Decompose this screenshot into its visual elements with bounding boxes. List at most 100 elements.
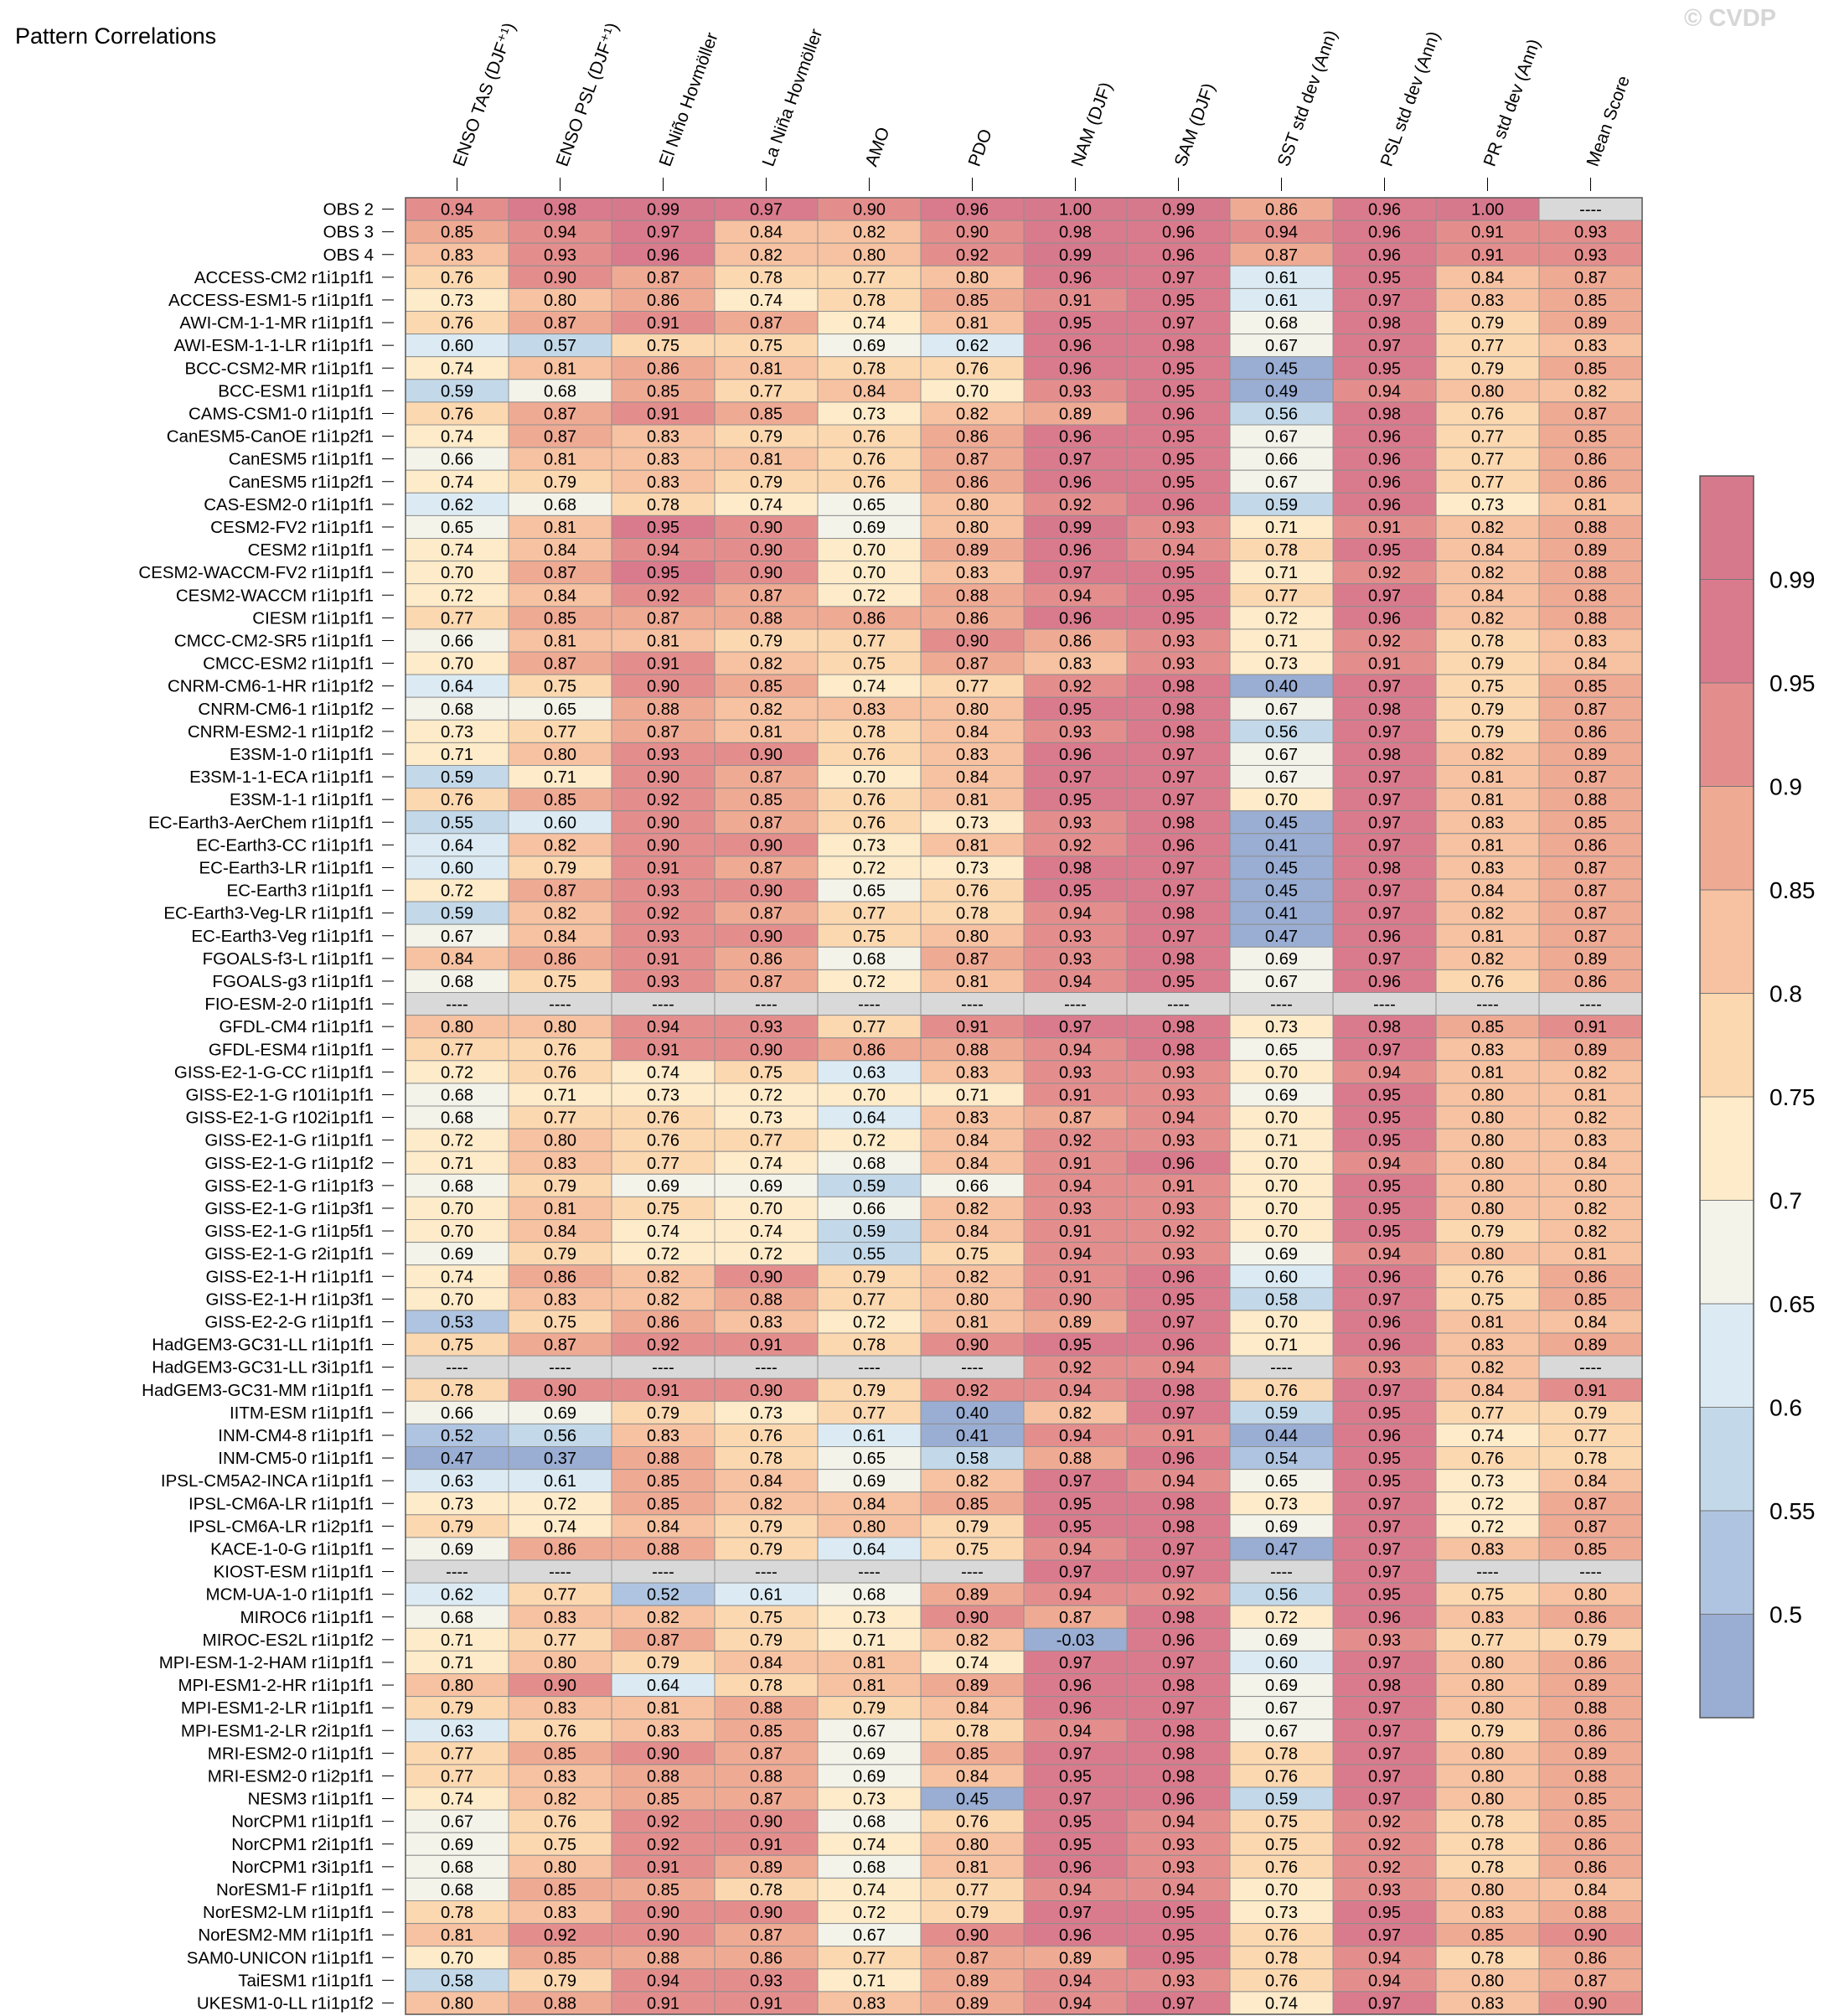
heatmap-cell	[508, 220, 612, 244]
cell-value: 0.84	[1574, 655, 1607, 674]
cell-value: 0.75	[544, 1313, 576, 1331]
heatmap-cell	[1435, 1605, 1540, 1629]
heatmap-cell	[817, 401, 922, 426]
heatmap-cell	[714, 946, 819, 970]
row-label: GFDL-CM4 r1i1p1f1	[219, 1017, 374, 1036]
cell-value: 0.95	[1162, 1290, 1195, 1309]
row-label: NorESM1-F r1i1p1f1	[216, 1880, 374, 1900]
cell-value: 0.89	[956, 541, 989, 560]
heatmap-cell	[611, 469, 716, 494]
cell-value: 0.70	[853, 1086, 886, 1104]
heatmap-cell	[611, 311, 716, 335]
cell-value: 0.92	[1368, 1836, 1401, 1854]
heatmap-cell	[508, 1559, 612, 1584]
cell-value: 0.81	[1574, 1245, 1607, 1264]
cell-value: 0.74	[853, 1881, 886, 1900]
cell-value: 0.82	[1471, 905, 1504, 923]
cell-value: 0.82	[1471, 609, 1504, 628]
heatmap-cell	[1435, 969, 1540, 994]
cell-value: 0.89	[1059, 1949, 1092, 1967]
heatmap-cell	[1435, 856, 1540, 880]
cell-value: 0.82	[750, 700, 783, 719]
cell-value: 0.92	[647, 791, 679, 809]
row-label: E3SM-1-1 r1i1p1f1	[230, 790, 374, 809]
cell-value: 0.75	[544, 1836, 576, 1854]
cell-value: 0.84	[1574, 1155, 1607, 1173]
heatmap-cell	[1538, 1060, 1643, 1084]
cell-value: 0.94	[647, 541, 679, 560]
cell-value: 0.96	[1059, 541, 1092, 560]
cell-value: 0.87	[544, 405, 576, 423]
cell-value: 0.72	[441, 882, 473, 901]
colorbar-tick-label: 0.95	[1769, 670, 1816, 696]
cell-value: 0.95	[1368, 359, 1401, 378]
heatmap-cell	[1229, 265, 1334, 289]
heatmap-cell	[405, 969, 509, 994]
heatmap-cell	[611, 992, 716, 1016]
cell-value: 0.97	[1368, 1994, 1401, 2013]
heatmap-cell	[817, 1514, 922, 1538]
cell-value: 0.85	[750, 678, 783, 696]
cell-value: 0.97	[1162, 791, 1195, 809]
heatmap-cell	[714, 1446, 819, 1471]
column-label: Mean Score	[1583, 73, 1634, 168]
cell-value: 0.91	[1574, 1018, 1607, 1036]
cell-value: 0.81	[544, 1200, 576, 1218]
cell-value: 0.93	[750, 1972, 783, 1990]
heatmap-cell	[1126, 1741, 1231, 1765]
heatmap-cell	[714, 1150, 819, 1175]
cell-value: 0.96	[1368, 428, 1401, 447]
heatmap-cell	[714, 1400, 819, 1424]
heatmap-cell	[611, 946, 716, 970]
cell-value: 0.95	[1162, 473, 1195, 492]
heatmap-cell	[920, 424, 1025, 448]
cell-value: 0.93	[544, 246, 576, 265]
heatmap-cell	[817, 561, 922, 585]
cell-value: 0.60	[441, 859, 473, 877]
cell-value: 0.95	[1368, 1450, 1401, 1468]
cell-value: 0.83	[544, 1155, 576, 1173]
heatmap-cell	[1435, 1673, 1540, 1698]
cell-value: 0.73	[441, 1495, 473, 1513]
heatmap-cell	[1538, 1287, 1643, 1311]
cell-value: 0.87	[1059, 1109, 1092, 1128]
cell-value: 0.62	[441, 1586, 473, 1605]
cell-value: 0.72	[853, 1904, 886, 1922]
cell-value: 0.81	[750, 359, 783, 378]
cell-value: 0.94	[1368, 1063, 1401, 1082]
cell-value: 0.76	[853, 428, 886, 447]
cell-value: 0.41	[1265, 836, 1298, 855]
cell-value: 0.71	[853, 1631, 886, 1650]
heatmap-cell	[1332, 1242, 1437, 1266]
cell-value: 0.88	[1574, 1904, 1607, 1922]
cell-value: 0.52	[441, 1427, 473, 1445]
cell-value: 0.96	[956, 201, 989, 220]
cell-value: 0.74	[853, 678, 886, 696]
cell-value: 0.90	[750, 1041, 783, 1059]
cell-value: 0.98	[1162, 1495, 1195, 1513]
cell-value: 0.72	[1471, 1517, 1504, 1536]
heatmap-cell	[920, 311, 1025, 335]
heatmap-cell	[1435, 1242, 1540, 1266]
heatmap-cell	[1126, 311, 1231, 335]
cell-value: 0.85	[647, 1881, 679, 1900]
heatmap-cell	[920, 287, 1025, 312]
cell-value: 0.91	[647, 405, 679, 423]
cell-value: 0.89	[1574, 1041, 1607, 1059]
heatmap-cell	[1435, 788, 1540, 812]
cell-value: 0.98	[1162, 1382, 1195, 1400]
heatmap-cell	[611, 287, 716, 312]
cell-value: 0.96	[1368, 1268, 1401, 1286]
cell-value: 0.65	[441, 519, 473, 537]
cell-value: 0.64	[853, 1540, 886, 1559]
cell-value: 0.93	[1162, 1972, 1195, 1990]
cell-value: 0.82	[956, 1631, 989, 1650]
cell-value: 0.83	[647, 1427, 679, 1445]
cell-value: 0.87	[750, 1926, 783, 1945]
cell-value: 0.98	[1162, 1041, 1195, 1059]
cell-value: 0.87	[544, 564, 576, 582]
cell-value: 0.94	[1059, 1245, 1092, 1264]
cell-value: 0.80	[1471, 1699, 1504, 1718]
cell-value: 0.96	[1368, 201, 1401, 220]
row-label: KIOST-ESM r1i1p1f1	[214, 1563, 374, 1582]
